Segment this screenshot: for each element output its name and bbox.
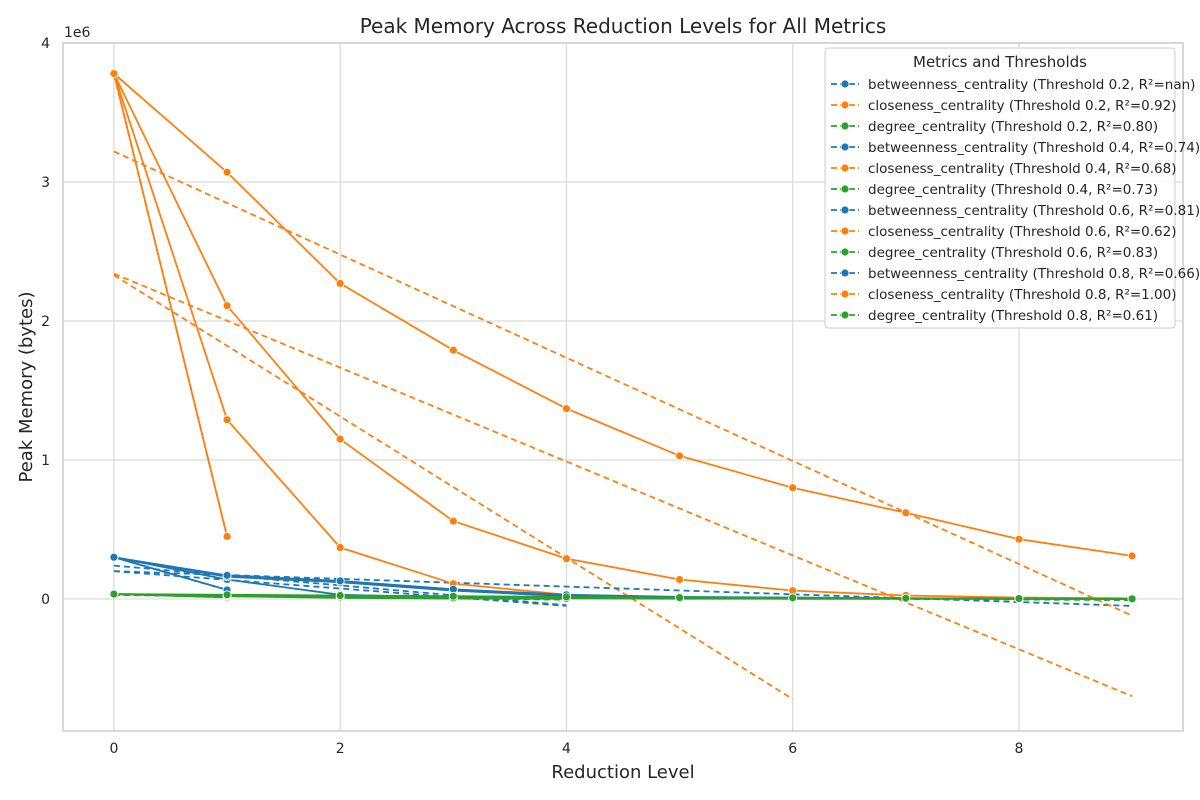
chart-title: Peak Memory Across Reduction Levels for … (360, 14, 887, 38)
data-point (675, 451, 684, 461)
data-point (1127, 551, 1137, 561)
legend-marker-swatch (840, 121, 850, 131)
legend-label: closeness_centrality (Threshold 0.4, R²=… (868, 161, 1177, 177)
series-line (113, 556, 1133, 600)
legend-entry: betweenness_centrality (Threshold 0.8, R… (831, 266, 1200, 282)
fit-line (113, 272, 1133, 698)
legend-entry: closeness_centrality (Threshold 0.2, R²=… (831, 98, 1177, 114)
data-point (335, 434, 345, 444)
y-tick-label: 1 (41, 453, 50, 469)
legend-entry: closeness_centrality (Threshold 0.4, R²=… (831, 161, 1177, 177)
series-line (113, 556, 228, 591)
legend-marker-swatch (840, 100, 850, 110)
x-tick-label: 6 (788, 741, 797, 757)
legend-label: betweenness_centrality (Threshold 0.4, R… (868, 140, 1200, 156)
data-point (448, 345, 458, 355)
data-point (335, 576, 345, 586)
fit-line (113, 150, 1133, 617)
data-points (109, 69, 1137, 604)
legend-entry: betweenness_centrality (Threshold 0.6, R… (831, 203, 1200, 219)
data-point (562, 592, 571, 602)
legend-label: closeness_centrality (Threshold 0.8, R²=… (868, 287, 1177, 303)
legend-marker-swatch (840, 79, 850, 89)
legend-entry: closeness_centrality (Threshold 0.6, R²=… (831, 224, 1177, 240)
data-point (335, 279, 345, 288)
data-point (222, 415, 232, 425)
data-point (109, 589, 119, 599)
legend-entry: degree_centrality (Threshold 0.8, R²=0.6… (831, 308, 1158, 324)
fit-line (113, 274, 794, 700)
data-point (901, 508, 911, 518)
y-tick-label: 0 (41, 592, 50, 608)
legend-marker-swatch (840, 310, 850, 320)
data-point (222, 590, 232, 600)
legend-label: degree_centrality (Threshold 0.8, R²=0.6… (868, 308, 1158, 324)
legend-entry: degree_centrality (Threshold 0.4, R²=0.7… (831, 182, 1158, 198)
legend-label: degree_centrality (Threshold 0.4, R²=0.7… (868, 182, 1158, 198)
series-line (113, 593, 1133, 600)
y-tick-label: 3 (41, 175, 50, 191)
y-tick-label: 2 (41, 314, 50, 330)
data-point (562, 404, 571, 413)
legend-entry: betweenness_centrality (Threshold 0.4, R… (831, 140, 1200, 156)
y-tick-label: 4 (41, 36, 50, 52)
legend-entry: degree_centrality (Threshold 0.2, R²=0.8… (831, 119, 1158, 135)
x-tick-label: 8 (1014, 741, 1023, 757)
legend-marker-swatch (840, 289, 850, 299)
data-point (1014, 594, 1024, 603)
legend: Metrics and Thresholds betweenness_centr… (824, 47, 1200, 329)
data-point (788, 593, 798, 603)
series-line (113, 73, 228, 537)
fit-line (113, 570, 567, 607)
series-line (113, 72, 1133, 557)
legend-marker-swatch (840, 205, 850, 215)
data-point (448, 591, 458, 601)
data-point (562, 554, 571, 564)
series-line (113, 73, 1133, 600)
data-point (675, 593, 684, 602)
data-point (1014, 534, 1024, 544)
legend-label: closeness_centrality (Threshold 0.6, R²=… (868, 224, 1177, 240)
data-point (109, 69, 119, 78)
data-point (335, 591, 345, 600)
legend-marker-swatch (840, 268, 850, 278)
data-point (335, 543, 345, 552)
legend-marker-swatch (840, 226, 850, 236)
legend-label: betweenness_centrality (Threshold 0.8, R… (868, 266, 1200, 282)
data-point (222, 570, 232, 580)
tick-labels: 0 2 4 6 8 0 1 2 3 4 (41, 36, 1023, 757)
y-axis-label: Peak Memory (bytes) (16, 291, 37, 482)
x-tick-label: 2 (336, 741, 345, 757)
data-point (222, 532, 232, 541)
data-point (1127, 594, 1137, 604)
data-point (222, 167, 232, 177)
legend-label: degree_centrality (Threshold 0.2, R²=0.8… (868, 119, 1158, 135)
x-tick-label: 0 (109, 741, 118, 757)
legend-box (824, 47, 1176, 329)
data-point (448, 516, 458, 526)
legend-title: Metrics and Thresholds (913, 53, 1087, 71)
data-point (901, 593, 911, 603)
x-axis-label: Reduction Level (551, 762, 694, 783)
legend-marker-swatch (840, 142, 850, 152)
y-axis-offset-label: 1e6 (64, 25, 91, 41)
data-point (109, 552, 119, 562)
plot-frame (62, 42, 1184, 732)
legend-marker-swatch (840, 163, 850, 173)
data-point (675, 575, 684, 584)
fit-line (113, 570, 1133, 607)
legend-label: closeness_centrality (Threshold 0.2, R²=… (868, 98, 1177, 114)
legend-marker-swatch (840, 184, 850, 194)
data-point (788, 483, 798, 493)
legend-entry: closeness_centrality (Threshold 0.8, R²=… (831, 287, 1177, 303)
legend-label: betweenness_centrality (Threshold 0.2, R… (868, 77, 1195, 93)
legend-entry: betweenness_centrality (Threshold 0.2, R… (831, 77, 1195, 93)
legend-label: degree_centrality (Threshold 0.6, R²=0.8… (868, 245, 1158, 261)
legend-entry: degree_centrality (Threshold 0.6, R²=0.8… (831, 245, 1158, 261)
x-tick-label: 4 (562, 741, 571, 757)
legend-label: betweenness_centrality (Threshold 0.6, R… (868, 203, 1200, 219)
data-point (222, 301, 232, 311)
legend-marker-swatch (840, 247, 850, 257)
